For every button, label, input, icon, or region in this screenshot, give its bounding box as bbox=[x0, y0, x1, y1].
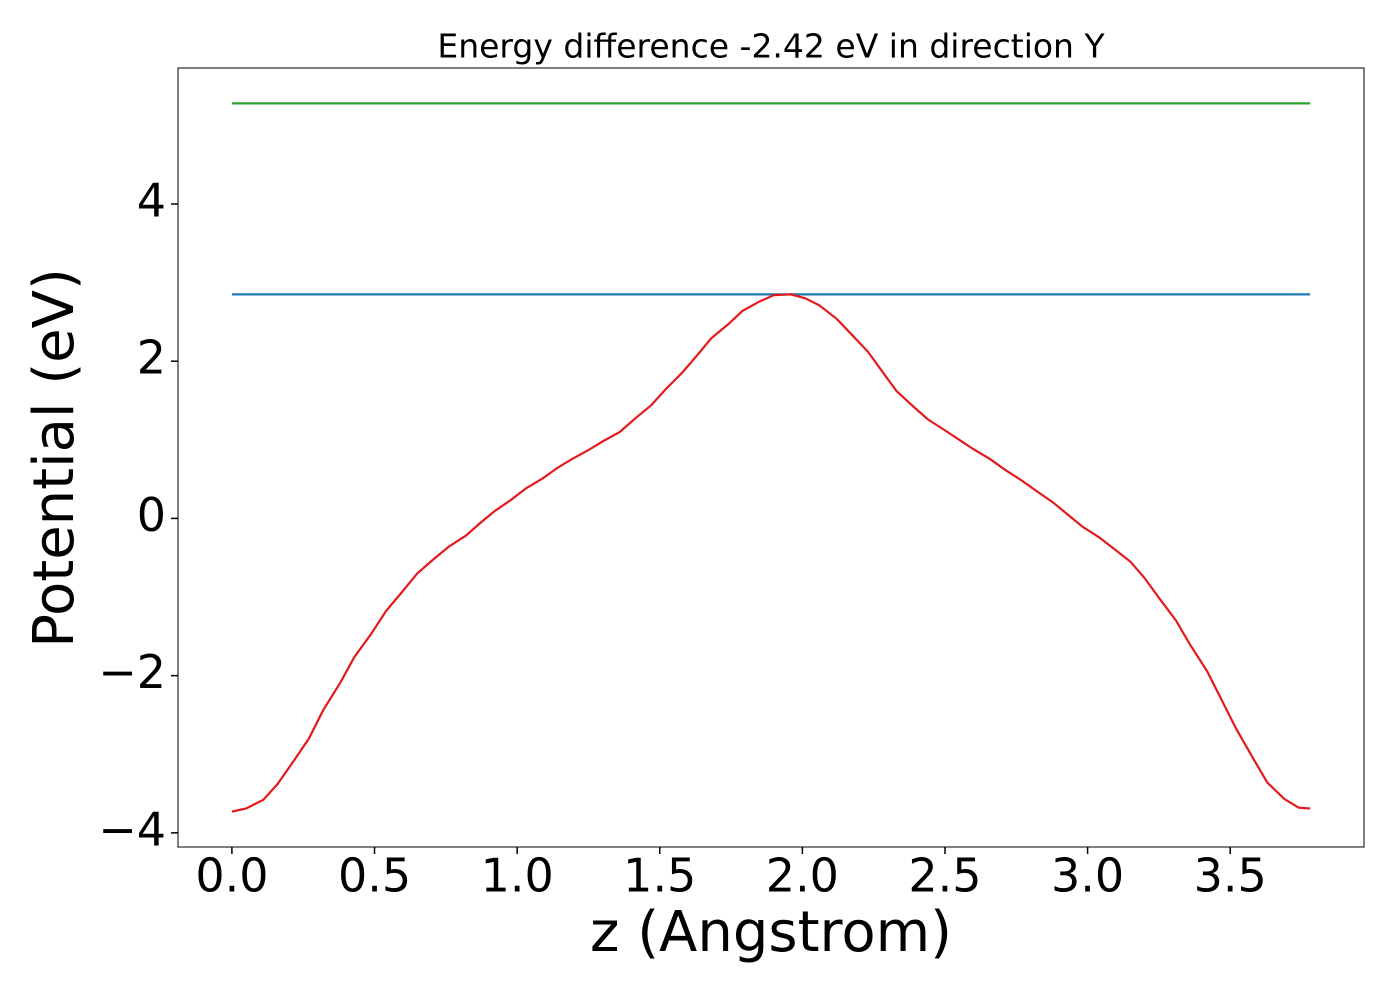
x-tick-label: 0.5 bbox=[338, 849, 411, 903]
x-tick-label: 3.0 bbox=[1051, 849, 1124, 903]
y-tick-label: 0 bbox=[137, 488, 166, 542]
x-tick-label: 1.0 bbox=[481, 849, 554, 903]
y-tick-label: 4 bbox=[137, 173, 166, 227]
y-tick-label: −2 bbox=[98, 645, 166, 699]
y-tick-label: 2 bbox=[137, 331, 166, 385]
x-tick-label: 2.5 bbox=[908, 849, 981, 903]
plot-frame bbox=[177, 67, 1365, 848]
y-axis-label: Potential (eV) bbox=[22, 268, 87, 648]
x-tick-label: 3.5 bbox=[1194, 849, 1267, 903]
y-tick-label: −4 bbox=[98, 802, 166, 856]
x-tick-label: 0.0 bbox=[195, 849, 268, 903]
data-line bbox=[231, 293, 1311, 813]
x-tick-label: 1.5 bbox=[623, 849, 696, 903]
x-tick-label: 2.0 bbox=[766, 849, 839, 903]
x-axis-label: z (Angstrom) bbox=[590, 900, 952, 965]
chart-title: Energy difference -2.42 eV in direction … bbox=[437, 27, 1105, 66]
